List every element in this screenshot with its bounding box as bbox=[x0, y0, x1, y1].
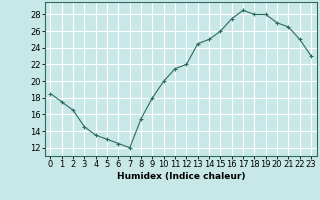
X-axis label: Humidex (Indice chaleur): Humidex (Indice chaleur) bbox=[116, 172, 245, 181]
